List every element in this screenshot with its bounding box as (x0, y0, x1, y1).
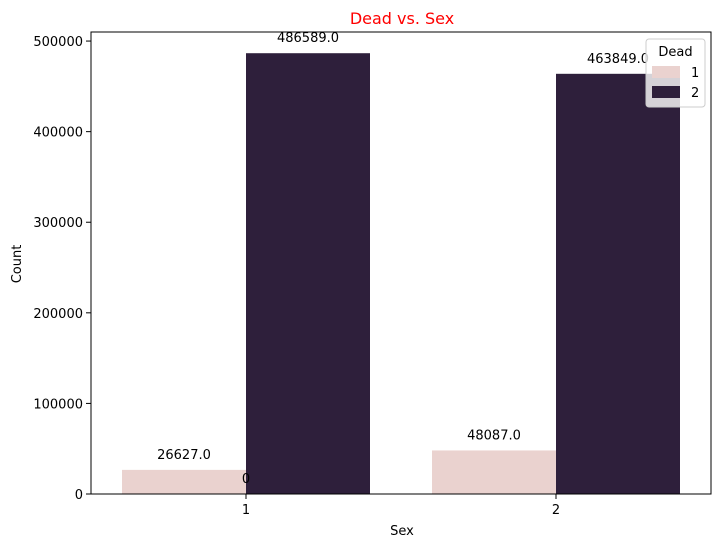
y-tick-label: 400000 (33, 126, 83, 141)
y-tick-label: 500000 (33, 35, 83, 50)
legend-swatch (652, 86, 680, 98)
x-tick-label: 2 (552, 503, 560, 518)
y-tick-label: 200000 (33, 307, 83, 322)
data-labels-group: 26627.0 486589.0 48087.0 463849.0 0 (157, 31, 649, 487)
axes-group: 0 100000 200000 300000 400000 500000 1 2 (33, 31, 712, 518)
plot-frame (90, 31, 712, 495)
y-tick-label: 100000 (33, 397, 83, 412)
data-label-zero: 0 (242, 472, 250, 487)
data-label: 486589.0 (277, 31, 339, 46)
y-axis-label: Count (10, 245, 25, 284)
data-label: 48087.0 (467, 428, 521, 443)
chart-title: Dead vs. Sex (350, 9, 454, 28)
bar-dead-1-sex-1 (122, 469, 246, 494)
bar-dead-1-sex-2 (432, 450, 556, 494)
data-label: 26627.0 (157, 448, 211, 463)
x-tick-label: 1 (242, 503, 250, 518)
bar-dead-2-sex-2 (556, 73, 680, 494)
y-tick-label: 0 (75, 488, 83, 503)
data-label: 463849.0 (587, 52, 649, 67)
legend-entry-label: 1 (691, 66, 699, 81)
bars-group (122, 53, 680, 494)
legend-title: Dead (658, 45, 692, 60)
legend: Dead 1 2 (645, 38, 706, 108)
x-axis-label: Sex (390, 524, 414, 539)
legend-entry-label: 2 (691, 86, 699, 101)
bar-dead-2-sex-1 (246, 53, 370, 494)
legend-swatch (652, 66, 680, 78)
y-tick-label: 300000 (33, 216, 83, 231)
